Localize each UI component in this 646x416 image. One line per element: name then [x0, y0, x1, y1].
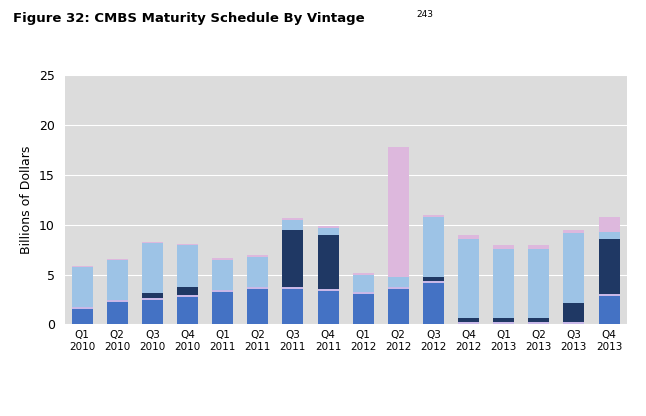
Bar	[212, 258, 233, 260]
Bar	[247, 255, 268, 257]
Bar	[423, 280, 444, 282]
Bar	[72, 309, 93, 324]
Bar	[282, 287, 304, 289]
Bar	[388, 287, 409, 289]
Bar	[528, 249, 549, 319]
Bar	[282, 289, 304, 324]
Bar	[107, 302, 128, 324]
Bar	[388, 147, 409, 277]
Bar	[599, 217, 620, 232]
Bar	[212, 260, 233, 290]
Bar	[388, 277, 409, 287]
Bar	[107, 300, 128, 302]
Bar	[177, 295, 198, 297]
Bar	[318, 290, 339, 324]
Bar	[493, 322, 514, 324]
Bar	[493, 249, 514, 319]
Bar	[282, 218, 304, 220]
Bar	[423, 217, 444, 277]
Bar	[107, 259, 128, 260]
Bar	[212, 290, 233, 292]
Bar	[282, 230, 304, 287]
Bar	[72, 265, 93, 267]
Bar	[107, 260, 128, 300]
Bar	[142, 243, 163, 292]
Text: 243: 243	[417, 10, 433, 20]
Bar	[458, 235, 479, 239]
Bar	[247, 289, 268, 324]
Bar	[142, 300, 163, 324]
Bar	[247, 257, 268, 287]
Bar	[318, 235, 339, 289]
Bar	[423, 282, 444, 324]
Bar	[177, 287, 198, 295]
Bar	[177, 297, 198, 324]
Bar	[528, 245, 549, 249]
Bar	[353, 272, 374, 275]
Bar	[599, 295, 620, 324]
Bar	[353, 275, 374, 292]
Bar	[318, 289, 339, 290]
Bar	[599, 232, 620, 239]
Bar	[528, 322, 549, 324]
Bar	[318, 228, 339, 235]
Y-axis label: Billions of Dollars: Billions of Dollars	[21, 146, 34, 254]
Bar	[142, 242, 163, 243]
Bar	[212, 292, 233, 324]
Bar	[388, 289, 409, 324]
Bar	[458, 239, 479, 319]
Bar	[528, 319, 549, 322]
Bar	[563, 302, 585, 322]
Bar	[493, 319, 514, 322]
Bar	[177, 244, 198, 245]
Bar	[599, 294, 620, 295]
Bar	[282, 220, 304, 230]
Bar	[72, 307, 93, 309]
Bar	[423, 215, 444, 217]
Bar	[458, 319, 479, 322]
Bar	[353, 292, 374, 294]
Bar	[423, 277, 444, 280]
Bar	[563, 322, 585, 324]
Bar	[318, 225, 339, 228]
Bar	[493, 245, 514, 249]
Bar	[177, 245, 198, 287]
Bar	[563, 230, 585, 233]
Bar	[458, 322, 479, 324]
Bar	[142, 292, 163, 297]
Bar	[247, 287, 268, 289]
Bar	[72, 267, 93, 307]
Bar	[599, 239, 620, 294]
Bar	[353, 294, 374, 324]
Bar	[142, 297, 163, 300]
Bar	[563, 233, 585, 302]
Text: Figure 32: CMBS Maturity Schedule By Vintage: Figure 32: CMBS Maturity Schedule By Vin…	[13, 12, 364, 25]
